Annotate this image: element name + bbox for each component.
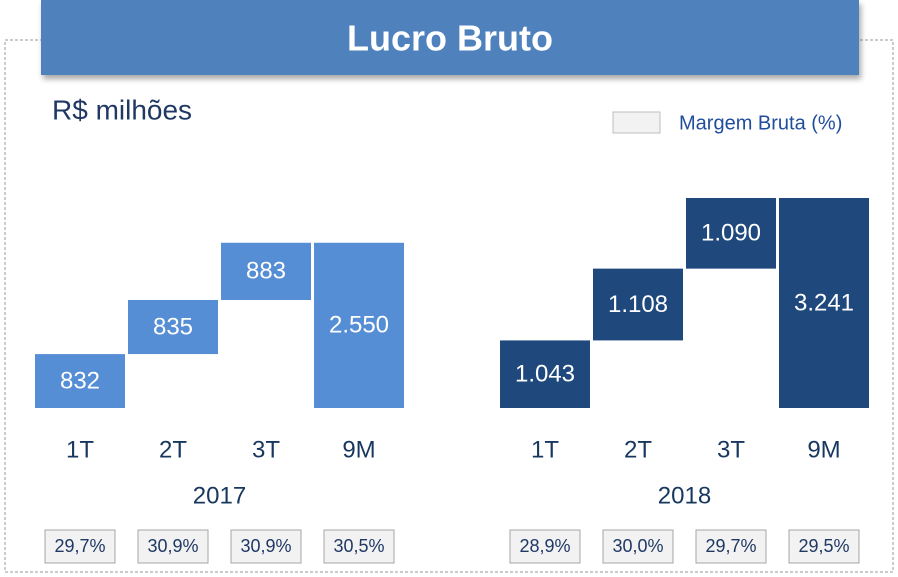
margin-box [230, 529, 302, 564]
bar [128, 299, 218, 355]
margin-box [323, 529, 395, 564]
bar [593, 268, 683, 341]
bar [221, 242, 311, 300]
x-tick-label: 2T [159, 436, 187, 463]
bar [686, 198, 776, 269]
margin-label: 30,5% [333, 536, 384, 556]
bar [500, 340, 590, 408]
x-tick-label: 3T [717, 436, 745, 463]
margin-label: 28,9% [519, 536, 570, 556]
legend-swatch [612, 111, 661, 134]
margin-label: 30,0% [612, 536, 663, 556]
x-tick-label: 1T [531, 436, 559, 463]
x-tick-label: 9M [342, 436, 375, 463]
value-label: 1.043 [515, 361, 575, 388]
margin-box [44, 529, 116, 564]
bar [314, 242, 404, 408]
margin-label: 30,9% [240, 536, 291, 556]
subtitle: R$ milhões [52, 94, 192, 125]
value-label: 2.550 [329, 312, 389, 339]
value-label: 832 [60, 367, 100, 394]
margin-box [602, 529, 674, 564]
title-bar [41, 0, 859, 75]
legend-label: Margem Bruta (%) [679, 112, 842, 134]
x-tick-label: 2T [624, 436, 652, 463]
x-tick-label: 1T [66, 436, 94, 463]
margin-label: 29,7% [54, 536, 105, 556]
x-tick-label: 3T [252, 436, 280, 463]
value-label: 1.090 [701, 220, 761, 247]
value-label: 3.241 [794, 289, 854, 316]
value-label: 835 [153, 313, 193, 340]
margin-label: 29,7% [705, 536, 756, 556]
bar [35, 354, 125, 408]
chart-title: Lucro Bruto [347, 18, 553, 59]
value-label: 883 [246, 258, 286, 285]
margin-label: 29,5% [798, 536, 849, 556]
margin-box [509, 529, 581, 564]
margin-box [788, 529, 860, 564]
margin-box [137, 529, 209, 564]
group-label: 2018 [658, 482, 711, 509]
margin-label: 30,9% [147, 536, 198, 556]
value-label: 1.108 [608, 291, 668, 318]
bar [779, 198, 869, 408]
x-tick-label: 9M [807, 436, 840, 463]
group-label: 2017 [193, 482, 246, 509]
margin-box [695, 529, 767, 564]
